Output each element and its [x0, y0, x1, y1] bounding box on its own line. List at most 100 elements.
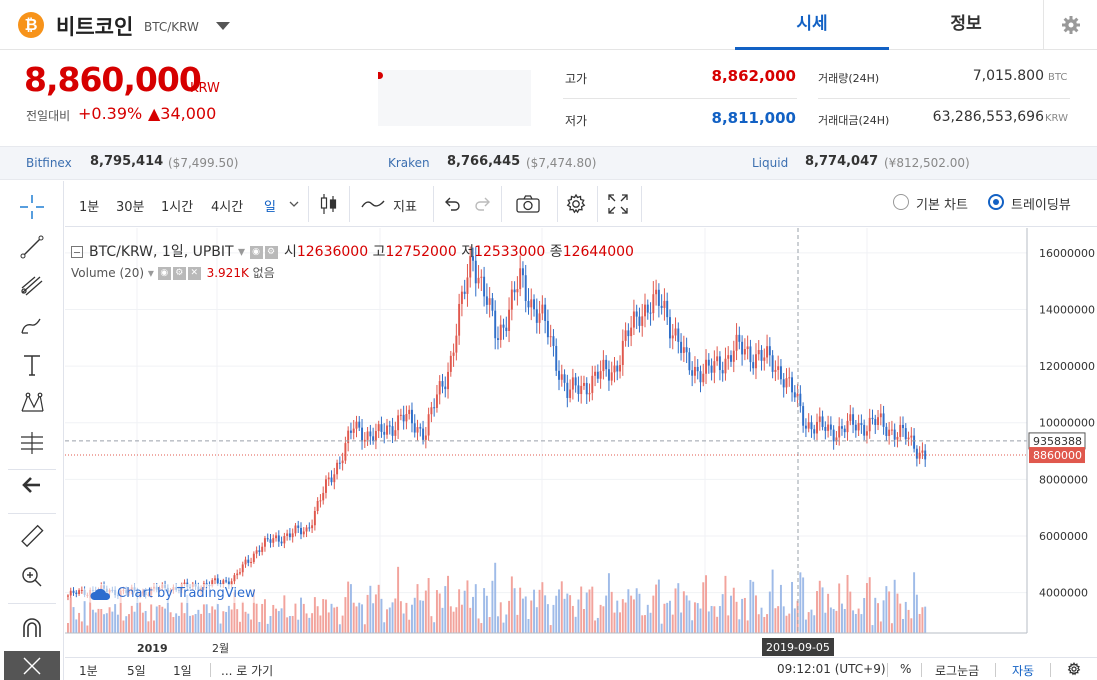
volume-bar: [757, 614, 760, 633]
volume-bar: [702, 582, 705, 633]
volume-bar: [67, 623, 69, 633]
undo-icon[interactable]: [443, 196, 461, 212]
trend-line-tool-icon[interactable]: [16, 233, 48, 265]
volume-bar: [580, 586, 583, 633]
ruler-tool-icon[interactable]: [16, 523, 48, 555]
legend-symbol: BTC/KRW, 1일, UPBIT: [89, 244, 234, 260]
candle-style-icon[interactable]: [319, 192, 339, 216]
volume-bar: [275, 608, 278, 633]
magnet-icon[interactable]: [16, 615, 48, 647]
percent-scale-button[interactable]: %: [900, 662, 912, 676]
scale-settings-gear-icon[interactable]: [1067, 662, 1081, 676]
interval-4h[interactable]: 4시간: [211, 200, 244, 215]
volume-bar: [136, 598, 139, 633]
volume-bar: [316, 606, 319, 633]
volume-bar: [430, 616, 433, 633]
interval-30m[interactable]: 30분: [116, 200, 145, 215]
volume-bar: [435, 590, 438, 633]
candle-body: [583, 382, 585, 386]
basic-chart-label[interactable]: 기본 차트: [916, 198, 968, 213]
fullscreen-icon[interactable]: [607, 193, 629, 215]
interval-dropdown-icon[interactable]: [289, 201, 299, 209]
settings-small-icon[interactable]: ⚙: [264, 245, 278, 259]
back-arrow-icon[interactable]: [16, 471, 48, 503]
volume-bar: [399, 601, 402, 633]
candle-body: [766, 346, 769, 358]
indicators-icon[interactable]: [361, 197, 385, 211]
symbol-dropdown-icon[interactable]: ▾: [238, 244, 246, 260]
hide-drawings-button[interactable]: [4, 651, 60, 680]
volume-bar: [230, 609, 233, 633]
eye-icon[interactable]: ◉: [249, 245, 263, 259]
volume-bar: [302, 603, 305, 633]
candle-body: [852, 414, 855, 425]
volume-bar: [352, 602, 355, 633]
tradingview-label[interactable]: 트레이딩뷰: [1011, 198, 1071, 213]
volume-bar: [377, 584, 380, 633]
tab-price[interactable]: 시세: [735, 0, 889, 50]
settings-small-icon[interactable]: ⚙: [172, 267, 186, 280]
interval-1h[interactable]: 1시간: [161, 200, 194, 215]
brush-tool-icon[interactable]: [16, 311, 48, 343]
candle-body: [78, 590, 81, 594]
volume-bar: [649, 612, 652, 633]
candle-body: [890, 429, 893, 431]
candle-body: [275, 535, 278, 539]
tradingview-watermark[interactable]: Chart by TradingView: [83, 584, 262, 603]
candle-body: [438, 381, 441, 395]
pattern-tool-icon[interactable]: [16, 389, 48, 421]
measure-tool-icon[interactable]: [16, 429, 48, 461]
volume-bar: [666, 602, 669, 633]
candle-body: [391, 426, 394, 436]
interval-1d[interactable]: 일: [264, 200, 276, 215]
volume-bar: [147, 621, 150, 633]
range-1m[interactable]: 1분: [79, 664, 98, 678]
fib-tool-icon[interactable]: [16, 271, 48, 303]
settings-button[interactable]: [1043, 0, 1097, 50]
volume-bar: [910, 618, 913, 633]
range-5d[interactable]: 5일: [127, 664, 146, 678]
indicators-button[interactable]: 지표: [393, 200, 417, 215]
chart-settings-gear-icon[interactable]: [565, 193, 587, 215]
candle-body: [735, 334, 738, 351]
candle-body: [502, 324, 505, 328]
goto-date-button[interactable]: ... 로 가기: [221, 664, 274, 678]
collapse-legend-icon[interactable]: [71, 246, 83, 258]
tab-info[interactable]: 정보: [950, 14, 982, 34]
crosshair-date-box: [762, 638, 834, 656]
tradingview-radio[interactable]: [988, 194, 1004, 210]
volume-bar: [494, 562, 497, 633]
auto-scale-button[interactable]: 자동: [1012, 664, 1035, 678]
range-1d[interactable]: 1일: [173, 664, 192, 678]
volume-bar: [696, 603, 699, 633]
camera-icon[interactable]: [515, 194, 541, 214]
candle-body: [832, 429, 835, 442]
bar-divider: [921, 663, 922, 677]
eye-icon[interactable]: ◉: [157, 267, 171, 280]
crosshair-tool-icon[interactable]: [16, 193, 48, 225]
volume-dropdown-icon[interactable]: ▾: [147, 266, 154, 280]
redo-icon[interactable]: [474, 196, 492, 212]
toolbar-divider: [433, 186, 434, 222]
volume-bar: [660, 623, 663, 633]
volume-bar: [128, 614, 130, 633]
basic-chart-radio[interactable]: [893, 194, 909, 210]
zoom-in-icon[interactable]: [16, 563, 48, 595]
candle-body: [546, 320, 549, 338]
coin-pair[interactable]: BTC/KRW: [144, 20, 199, 34]
price-chart[interactable]: 9358388 8860000 2019-09-05 4000000 6000000 8…: [65, 228, 1097, 657]
high-label: 고가: [565, 72, 588, 86]
text-tool-icon[interactable]: [16, 351, 48, 383]
last-price-label: 8860000: [1033, 449, 1082, 462]
interval-1m[interactable]: 1분: [79, 200, 100, 215]
log-scale-button[interactable]: 로그눈금: [935, 664, 980, 678]
close-icon[interactable]: ✕: [187, 267, 201, 280]
coin-name[interactable]: 비트코인: [56, 15, 134, 39]
volume-bar: [130, 605, 133, 633]
candle-body: [566, 382, 569, 398]
coin-dropdown-caret-icon[interactable]: [216, 22, 230, 30]
candle-body: [627, 330, 630, 337]
candle-body: [338, 462, 341, 464]
candle-body: [277, 535, 280, 542]
